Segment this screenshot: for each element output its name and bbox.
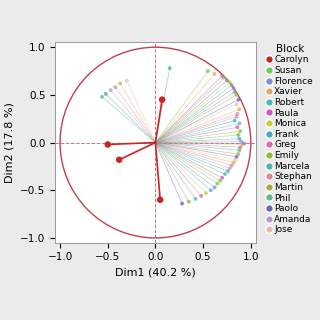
Point xyxy=(116,157,122,162)
Point xyxy=(124,78,129,83)
Point xyxy=(231,86,236,91)
X-axis label: Dim1 (40.2 %): Dim1 (40.2 %) xyxy=(115,268,196,278)
Point xyxy=(199,193,204,198)
Point xyxy=(237,121,242,126)
Point xyxy=(212,185,217,190)
Point xyxy=(237,107,242,112)
Point xyxy=(235,111,240,116)
Point xyxy=(222,172,228,177)
Point xyxy=(218,178,223,183)
Point xyxy=(236,132,241,138)
Point xyxy=(158,197,163,202)
Point xyxy=(235,125,240,130)
Point xyxy=(221,75,227,80)
Point xyxy=(220,73,225,78)
Point xyxy=(105,142,110,147)
Point xyxy=(186,199,191,204)
Point xyxy=(231,160,236,165)
Y-axis label: Dim2 (17.8 %): Dim2 (17.8 %) xyxy=(5,102,15,183)
Point xyxy=(117,81,123,86)
Point xyxy=(100,94,105,99)
Point xyxy=(232,118,237,123)
Point xyxy=(103,92,108,97)
Legend: Carolyn, Susan, Florence, Xavier, Robert, Paula, Monica, Frank, Greg, Emily, Mar: Carolyn, Susan, Florence, Xavier, Robert… xyxy=(266,43,314,236)
Point xyxy=(234,154,239,159)
Point xyxy=(229,83,234,88)
Point xyxy=(236,151,241,156)
Point xyxy=(234,92,239,98)
Point xyxy=(242,141,247,146)
Point xyxy=(237,148,242,153)
Point xyxy=(236,97,241,102)
Point xyxy=(227,166,232,171)
Point xyxy=(212,71,217,76)
Point xyxy=(193,196,198,201)
Point xyxy=(208,188,213,193)
Point xyxy=(204,190,209,196)
Point xyxy=(229,163,234,168)
Point xyxy=(227,80,232,85)
Point xyxy=(224,78,229,83)
Point xyxy=(160,97,165,102)
Point xyxy=(180,201,185,206)
Point xyxy=(167,66,172,71)
Point xyxy=(225,169,230,174)
Point xyxy=(234,114,239,119)
Point xyxy=(232,90,237,95)
Point xyxy=(220,175,225,180)
Point xyxy=(108,88,113,93)
Point xyxy=(240,142,245,147)
Point xyxy=(234,102,239,107)
Point xyxy=(233,157,238,162)
Point xyxy=(113,85,118,90)
Point xyxy=(215,181,220,186)
Point xyxy=(238,129,243,134)
Point xyxy=(239,139,244,144)
Point xyxy=(205,68,211,74)
Point xyxy=(237,136,242,141)
Point xyxy=(238,145,243,150)
